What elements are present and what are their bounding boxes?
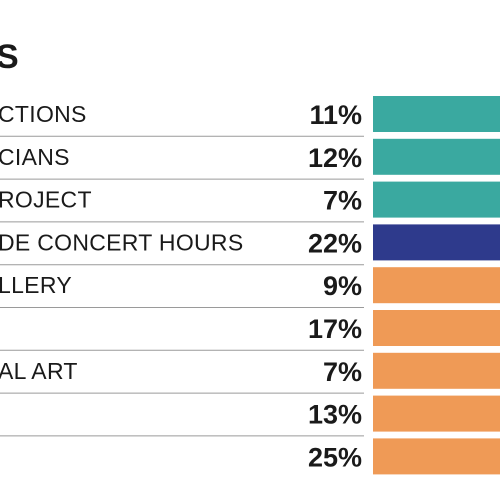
category-label: LLERY [0, 272, 72, 298]
category-label: CIANS [0, 144, 70, 170]
value-label: 17% [308, 314, 362, 344]
value-label: 7% [323, 357, 362, 387]
value-label: 7% [323, 186, 362, 216]
bar [373, 267, 500, 304]
category-label: AL ART [0, 358, 78, 384]
value-label: 25% [308, 442, 362, 472]
chart-title: S [0, 38, 19, 76]
bar [373, 310, 500, 346]
bar [373, 181, 500, 218]
bar [373, 96, 500, 132]
value-label: 11% [309, 100, 362, 130]
bar [373, 438, 500, 475]
value-label: 13% [308, 400, 362, 430]
category-label: ROJECT [0, 187, 92, 213]
bar [373, 395, 500, 432]
bar [373, 352, 500, 389]
category-label: CTIONS [0, 101, 87, 127]
bar [373, 224, 500, 261]
chart-rows: CTIONS 11% CIANS 12% ROJECT 7% DE CONCERT HOUR… [0, 96, 500, 475]
bar [373, 138, 500, 175]
value-label: 9% [323, 271, 362, 301]
category-label: DE CONCERT HOURS [0, 229, 243, 255]
value-label: 12% [308, 143, 362, 173]
value-label: 22% [308, 228, 362, 258]
